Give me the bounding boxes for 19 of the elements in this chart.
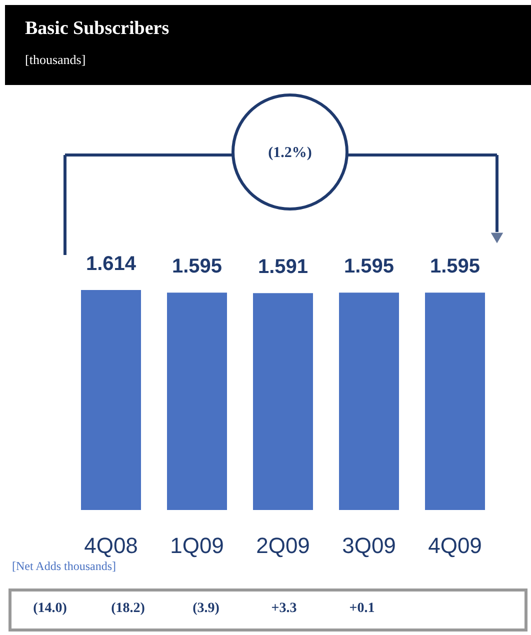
text: (18.2): [111, 601, 146, 616]
data-label: 1.614: [86, 253, 137, 275]
text: [Net Adds thousands]: [12, 559, 116, 573]
text: +0.1: [349, 601, 375, 616]
text: (1.2%): [268, 145, 312, 161]
x-tick-label: 1Q09: [170, 533, 224, 558]
x-tick-label: 4Q09: [428, 533, 482, 558]
data-label: 1.595: [344, 256, 394, 278]
text: +3.3: [271, 601, 297, 616]
x-tick-label: 2Q09: [256, 533, 310, 558]
data-label: 1.591: [258, 256, 308, 278]
chart-subtitle: [thousands]: [25, 52, 86, 67]
chart-title: Basic Subscribers: [25, 18, 170, 39]
data-label: 1.595: [430, 256, 480, 278]
x-tick-label: 4Q08: [84, 533, 138, 558]
data-label: 1.595: [172, 256, 222, 278]
text: (14.0): [33, 601, 68, 616]
text: (3.9): [192, 601, 220, 616]
x-tick-label: 3Q09: [342, 533, 396, 558]
